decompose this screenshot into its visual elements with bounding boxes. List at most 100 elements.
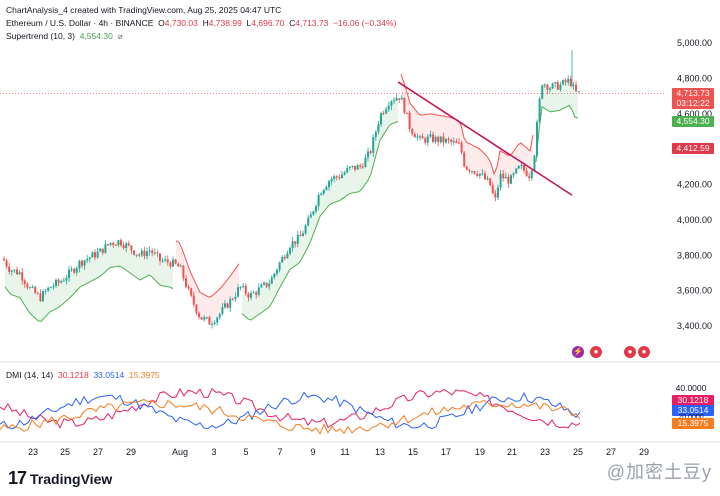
candle-body	[393, 100, 395, 102]
last-price-label: 4,713.73	[672, 88, 714, 99]
time-tick: 23	[28, 447, 38, 457]
candle-body	[390, 101, 393, 106]
candle-body	[114, 244, 117, 246]
candle-body	[439, 136, 442, 143]
high-value: 4,738.99	[208, 18, 242, 28]
candle-body	[382, 113, 385, 115]
trend-line	[397, 81, 573, 196]
hide-eye-icon[interactable]: ⌀	[117, 31, 123, 41]
price-tick: 3,400.00	[677, 321, 712, 331]
candle-body	[70, 269, 73, 271]
candle-body	[192, 295, 195, 305]
close-label: C	[289, 18, 296, 28]
candle-body	[372, 137, 375, 153]
candle-body	[473, 171, 476, 174]
candle-body	[504, 176, 507, 179]
candle-body	[577, 91, 580, 93]
time-tick: 29	[639, 447, 649, 457]
brand-name: TradingView	[30, 470, 113, 487]
candle-body	[276, 269, 278, 274]
candle-body	[395, 98, 398, 101]
candle-body	[125, 243, 128, 248]
candle-body	[174, 259, 177, 264]
candle-body	[146, 251, 148, 257]
candle-body	[356, 165, 359, 170]
candle-body	[16, 269, 18, 275]
candle-body	[211, 323, 213, 325]
candle-body	[348, 166, 351, 169]
candle-body	[200, 317, 203, 320]
candle-body	[60, 281, 63, 283]
candle-body	[268, 283, 271, 287]
time-tick: 25	[573, 447, 583, 457]
candle-body	[486, 178, 489, 180]
dmi-plus-label: 33.0514	[672, 405, 714, 416]
candle-body	[463, 152, 466, 167]
symbol-label[interactable]: Ethereum / U.S. Dollar · 4h · BINANCE	[6, 18, 154, 28]
candle-body	[569, 78, 572, 86]
supertrend-label[interactable]: Supertrend (10, 3)	[6, 31, 75, 41]
time-tick: 17	[441, 447, 451, 457]
change-value: −16.06 (−0.34%)	[333, 18, 397, 28]
candle-body	[21, 272, 24, 281]
candle-body	[65, 278, 68, 281]
candle-body	[177, 263, 180, 267]
candle-body	[42, 291, 44, 301]
candle-body	[502, 173, 505, 179]
candle-body	[231, 298, 234, 300]
candle-body	[117, 240, 120, 246]
price-tick: 3,800.00	[677, 250, 712, 260]
candle-body	[83, 260, 86, 266]
candle-body	[351, 165, 354, 167]
candle-body	[421, 136, 424, 139]
candle-body	[341, 174, 343, 179]
candle-body	[465, 166, 468, 170]
price-tick: 3,600.00	[677, 286, 712, 296]
candle-body	[442, 136, 445, 143]
candle-body	[86, 258, 89, 261]
candle-body	[244, 285, 247, 294]
candle-body	[218, 313, 221, 318]
candle-body	[458, 142, 460, 144]
us-flag-icon-2[interactable]: ●	[624, 346, 636, 358]
candle-body	[91, 252, 94, 258]
candle-body	[549, 88, 551, 90]
candle-body	[499, 173, 502, 188]
indicator-row: Supertrend (10, 3) 4,554.30 ⌀	[6, 30, 396, 43]
candle-body	[257, 287, 260, 295]
dmi-minus-label: 30.1218	[672, 395, 714, 406]
candle-body	[81, 260, 83, 266]
candle-body	[374, 131, 377, 138]
candle-body	[533, 155, 536, 171]
candle-body	[387, 105, 390, 110]
candle-body	[289, 248, 291, 254]
candle-body	[140, 250, 143, 256]
time-tick: 23	[540, 447, 550, 457]
us-flag-icon-3[interactable]: ●	[638, 346, 650, 358]
candle-body	[179, 265, 182, 267]
tradingview-brand[interactable]: 17 TradingView	[8, 468, 112, 489]
dmi-label[interactable]: DMI (14, 14)	[6, 370, 54, 380]
candle-body	[216, 317, 219, 323]
candle-body	[338, 177, 341, 179]
dividend-icon[interactable]: ⚡	[572, 346, 584, 358]
price-tick: 4,600.00	[677, 109, 712, 119]
time-tick: 27	[93, 447, 103, 457]
candle-body	[5, 260, 8, 267]
candle-body	[13, 269, 16, 271]
chart-title: ChartAnalysis_4 created with TradingView…	[6, 5, 282, 15]
candle-body	[497, 187, 499, 198]
candle-body	[400, 97, 403, 100]
supertrend-up-line	[535, 104, 579, 163]
candle-body	[23, 280, 26, 284]
us-flag-icon[interactable]: ●	[590, 346, 602, 358]
candle-body	[426, 136, 429, 143]
candle-body	[36, 293, 39, 295]
candle-body	[424, 138, 427, 143]
candle-body	[554, 82, 557, 84]
close-value: 4,713.73	[295, 18, 329, 28]
watermark-text: @加密土豆y	[606, 462, 712, 482]
candle-body	[564, 80, 567, 83]
dmi-minus-value: 30.1218	[57, 370, 89, 380]
